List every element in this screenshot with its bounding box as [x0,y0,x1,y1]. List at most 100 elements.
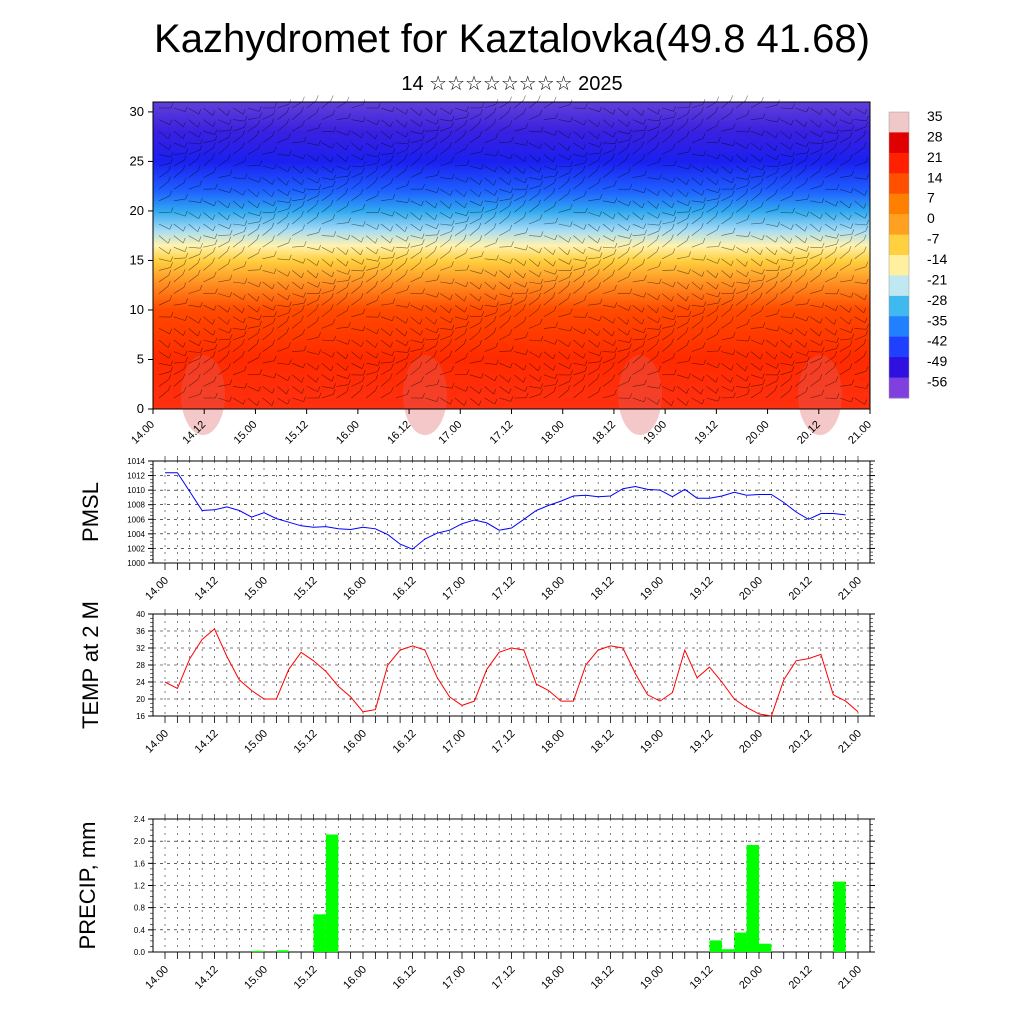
precip-bar [833,881,846,952]
colorbar-swatch [889,173,909,195]
colorbar-label: 35 [927,108,943,124]
heatmap-ytick-label: 0 [137,401,144,416]
colorbar-swatch [889,316,909,338]
ytick-label: 1014 [127,457,145,466]
xtick-label: 19.12 [688,575,716,603]
colorbar-swatch [889,152,909,174]
panel-frame [152,613,871,717]
heatmap-field [153,102,870,409]
y-axis-label: PRECIP, mm [75,822,100,950]
heatmap-ytick-label: 25 [130,153,144,168]
xtick-label: 18.12 [589,964,617,992]
ytick-label: 40 [136,610,145,619]
precip-bar [251,950,264,952]
colorbar-swatch [889,336,909,358]
colorbar-swatch [889,234,909,256]
colorbar-label: -56 [927,374,947,390]
xtick-label: 16.00 [341,728,369,756]
colorbar-swatch [889,214,909,235]
xtick-label: 19.12 [688,728,716,756]
xtick-label: 18.00 [539,728,567,756]
precip-bar [746,845,759,952]
ytick-label: 36 [136,627,145,636]
xtick-label: 14.12 [193,575,221,603]
xtick-label: 15.12 [292,575,320,603]
heatmap-ytick-label: 15 [130,252,144,267]
xtick-label: 16.12 [391,964,419,992]
heatmap-xtick-label: 21.00 [846,419,874,447]
precip-bar [734,932,747,952]
xtick-label: 15.00 [242,728,270,756]
ytick-label: 16 [136,712,145,721]
xtick-label: 16.12 [391,728,419,756]
xtick-label: 20.12 [787,575,815,603]
xtick-label: 14.00 [143,575,171,603]
colorbar-label: 0 [927,210,935,226]
xtick-label: 20.12 [787,964,815,992]
ytick-label: 1012 [127,472,145,481]
xtick-label: 16.00 [341,964,369,992]
heatmap-xtick-label: 17.12 [488,419,516,447]
colorbar-label: 14 [927,169,943,185]
heatmap-xtick-label: 15.12 [283,419,311,447]
warm-blob-1 [403,355,447,435]
precip-bar [721,949,735,952]
ytick-label: 20 [136,695,145,704]
warm-blob-0 [181,355,225,435]
ytick-label: 0.8 [134,904,146,913]
xtick-label: 18.12 [589,728,617,756]
xtick-label: 17.00 [440,728,468,756]
colorbar-swatch [889,193,909,215]
precip-bar [759,943,772,952]
colorbar-label: -28 [927,292,947,308]
colorbar-label: -35 [927,312,947,328]
panel-frame [152,818,871,953]
ytick-label: 28 [136,661,145,670]
pmsl-panel: 1000 1002 1004 1006 1008 1010 1012 1014 14.00 14.… [78,456,875,603]
xtick-label: 17.12 [490,575,518,603]
colorbar-label: -14 [927,251,947,267]
colorbar-label: -49 [927,353,947,369]
xtick-label: 19.00 [638,964,666,992]
heatmap-xtick-label: 16.00 [334,419,362,447]
xtick-label: 15.00 [242,575,270,603]
xtick-label: 20.00 [737,964,765,992]
xtick-label: 16.00 [341,575,369,603]
ytick-label: 1000 [127,559,145,568]
colorbar-label: -42 [927,333,947,349]
heatmap-xtick-label: 18.00 [539,419,567,447]
xtick-label: 19.00 [638,575,666,603]
colorbar-swatch [889,112,909,133]
colorbar-label: -7 [927,231,940,247]
xtick-label: 18.00 [539,575,567,603]
ytick-label: 1008 [127,501,145,510]
ytick-label: 32 [136,644,145,653]
xtick-label: 19.12 [688,964,716,992]
colorbar-swatch [889,357,909,378]
xtick-label: 21.00 [836,728,864,756]
xtick-label: 17.00 [440,575,468,603]
precip-panel: 0.0 0.4 0.8 1.2 1.6 2.0 2.4 14.00 14.12 15.00 15.1… [75,814,875,992]
ytick-label: 1010 [127,486,145,495]
precip-bar [325,834,339,952]
xtick-label: 17.00 [440,964,468,992]
xtick-label: 20.12 [787,728,815,756]
xtick-label: 15.12 [292,964,320,992]
xtick-label: 14.12 [193,728,221,756]
colorbar-label: -21 [927,271,947,287]
y-axis-label: PMSL [78,482,103,542]
colorbar-label: 28 [927,128,943,144]
colorbar-swatch [889,275,909,297]
ytick-label: 1004 [127,530,145,539]
colorbar-frame [888,111,910,399]
heatmap-ytick-label: 5 [137,351,144,366]
xtick-label: 14.00 [143,964,171,992]
heatmap-xtick-label: 19.12 [693,419,721,447]
precip-bar [709,940,722,952]
heatmap-ytick-label: 30 [130,104,144,119]
colorbar-swatch [889,132,909,154]
xtick-label: 18.12 [589,575,617,603]
xtick-label: 16.12 [391,575,419,603]
xtick-label: 20.00 [737,575,765,603]
